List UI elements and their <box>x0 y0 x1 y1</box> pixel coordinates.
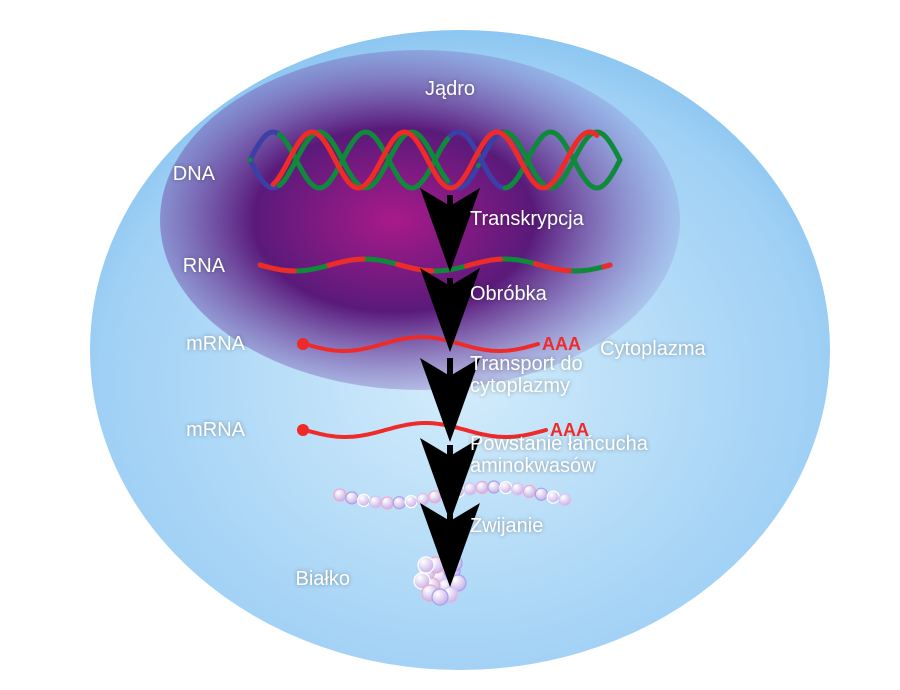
amino-bead <box>512 483 524 495</box>
diagram-canvas: Jądro DNA RNA mRNA mRNA Cytoplazma Białk… <box>0 0 900 690</box>
amino-bead <box>452 485 464 497</box>
amino-bead <box>441 488 453 500</box>
amino-bead <box>429 491 441 503</box>
protein-label: Białko <box>296 568 350 590</box>
step-folding: Zwijanie <box>470 515 543 537</box>
amino-bead <box>488 481 500 493</box>
amino-bead <box>476 481 488 493</box>
rna-label: RNA <box>183 255 226 277</box>
amino-bead <box>334 489 346 501</box>
amino-bead <box>535 488 547 500</box>
amino-bead <box>405 496 417 508</box>
amino-bead <box>523 485 535 497</box>
protein-bead <box>432 589 448 605</box>
poly-a-tail-1: AAA <box>542 334 581 354</box>
amino-bead <box>500 482 512 494</box>
amino-bead <box>547 491 559 503</box>
mrna-label-1: mRNA <box>186 333 246 355</box>
mrna-strand-2-cap <box>297 424 309 436</box>
amino-bead <box>370 496 382 508</box>
amino-bead <box>417 493 429 505</box>
step-transcription: Transkrypcja <box>470 208 585 230</box>
amino-bead <box>346 492 358 504</box>
mrna-strand-1-cap <box>297 338 309 350</box>
step-chain-l2: aminokwasów <box>470 455 596 477</box>
cytoplasm-label: Cytoplazma <box>600 338 706 360</box>
step-transport-l1: Transport do <box>470 353 583 375</box>
amino-bead <box>464 483 476 495</box>
amino-bead <box>381 497 393 509</box>
step-transport-l2: cytoplazmy <box>470 375 570 397</box>
dna-label: DNA <box>173 163 216 185</box>
amino-bead <box>559 494 571 506</box>
protein-bead <box>446 555 462 571</box>
protein-bead <box>418 557 434 573</box>
amino-bead <box>358 494 370 506</box>
amino-bead <box>393 497 405 509</box>
mrna-label-2: mRNA <box>186 419 246 441</box>
poly-a-tail-2: AAA <box>550 420 589 440</box>
nucleus-title: Jądro <box>425 78 475 100</box>
step-processing: Obróbka <box>470 283 548 305</box>
